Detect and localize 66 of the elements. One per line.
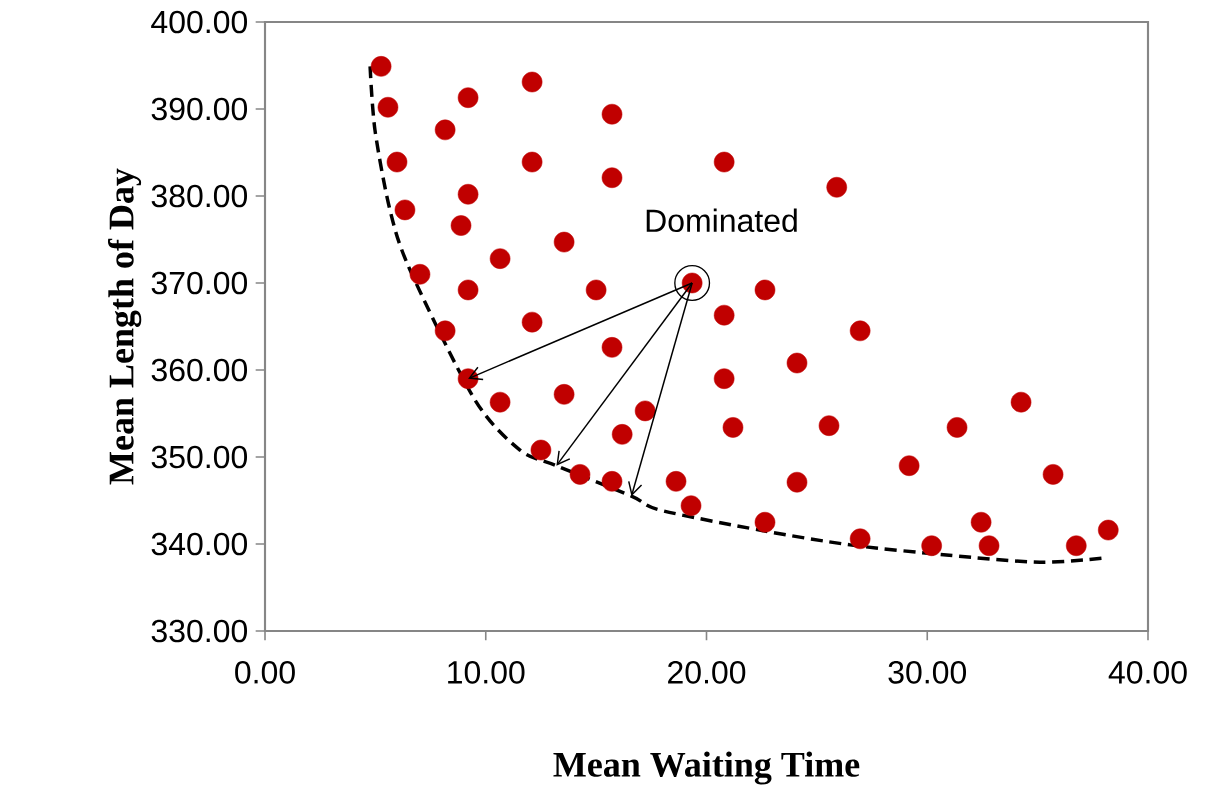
point: [394, 199, 416, 221]
point: [713, 151, 735, 173]
y-tick-label: 360.00: [151, 358, 248, 382]
y-tick-label: 390.00: [151, 97, 248, 121]
x-tick-label: 40.00: [1108, 661, 1187, 684]
y-tick-label: 400.00: [151, 10, 248, 34]
point: [946, 417, 968, 438]
point: [489, 248, 511, 269]
point: [457, 87, 479, 108]
y-tick-label: 350.00: [151, 445, 248, 469]
point: [754, 511, 776, 533]
point: [754, 279, 776, 301]
point: [970, 511, 992, 533]
point: [665, 471, 687, 492]
y-tick-label: 380.00: [151, 184, 248, 208]
point: [601, 103, 623, 125]
point: [1098, 519, 1119, 541]
x-tick-label: 20.00: [668, 661, 746, 684]
point: [1010, 391, 1032, 413]
point: [818, 415, 840, 436]
x-axis-title: Mean Waiting Time: [553, 751, 860, 785]
point: [601, 471, 623, 492]
y-tick-label: 370.00: [151, 271, 248, 295]
point: [530, 439, 552, 461]
x-tick-label: 30.00: [888, 661, 967, 684]
point: [457, 279, 479, 301]
y-axis-title: Mean Length of Day: [107, 168, 142, 485]
point: [680, 495, 702, 516]
point: [521, 311, 543, 333]
point: [521, 71, 543, 93]
point: [611, 424, 633, 445]
point: [1042, 464, 1064, 485]
point: [377, 96, 399, 118]
point: [978, 535, 1000, 556]
point: [450, 215, 472, 236]
point: [386, 151, 408, 173]
point: [713, 304, 735, 326]
point: [489, 391, 511, 413]
point: [553, 384, 575, 405]
point: [409, 264, 431, 285]
point: [722, 417, 744, 438]
point: [849, 528, 871, 550]
x-tick-label: 10.00: [448, 661, 525, 684]
y-tick-label: 340.00: [151, 532, 248, 556]
point: [601, 167, 623, 188]
point: [634, 400, 656, 422]
point: [457, 183, 479, 205]
point: [826, 177, 848, 198]
point: [553, 231, 575, 253]
y-tick-label: 330.00: [151, 619, 248, 643]
point: [1065, 535, 1087, 556]
annotation: Dominated: [646, 208, 797, 233]
point: [585, 279, 607, 301]
point: [521, 151, 543, 173]
point: [601, 337, 623, 358]
point: [849, 320, 871, 342]
point: [569, 464, 591, 485]
point: [713, 368, 735, 389]
point: [370, 56, 392, 77]
point: [434, 119, 456, 141]
point: [434, 320, 456, 342]
point: [898, 455, 920, 476]
point: [786, 352, 808, 374]
x-tick-label: 0.00: [235, 661, 295, 684]
point: [786, 471, 808, 493]
point: [921, 535, 942, 556]
